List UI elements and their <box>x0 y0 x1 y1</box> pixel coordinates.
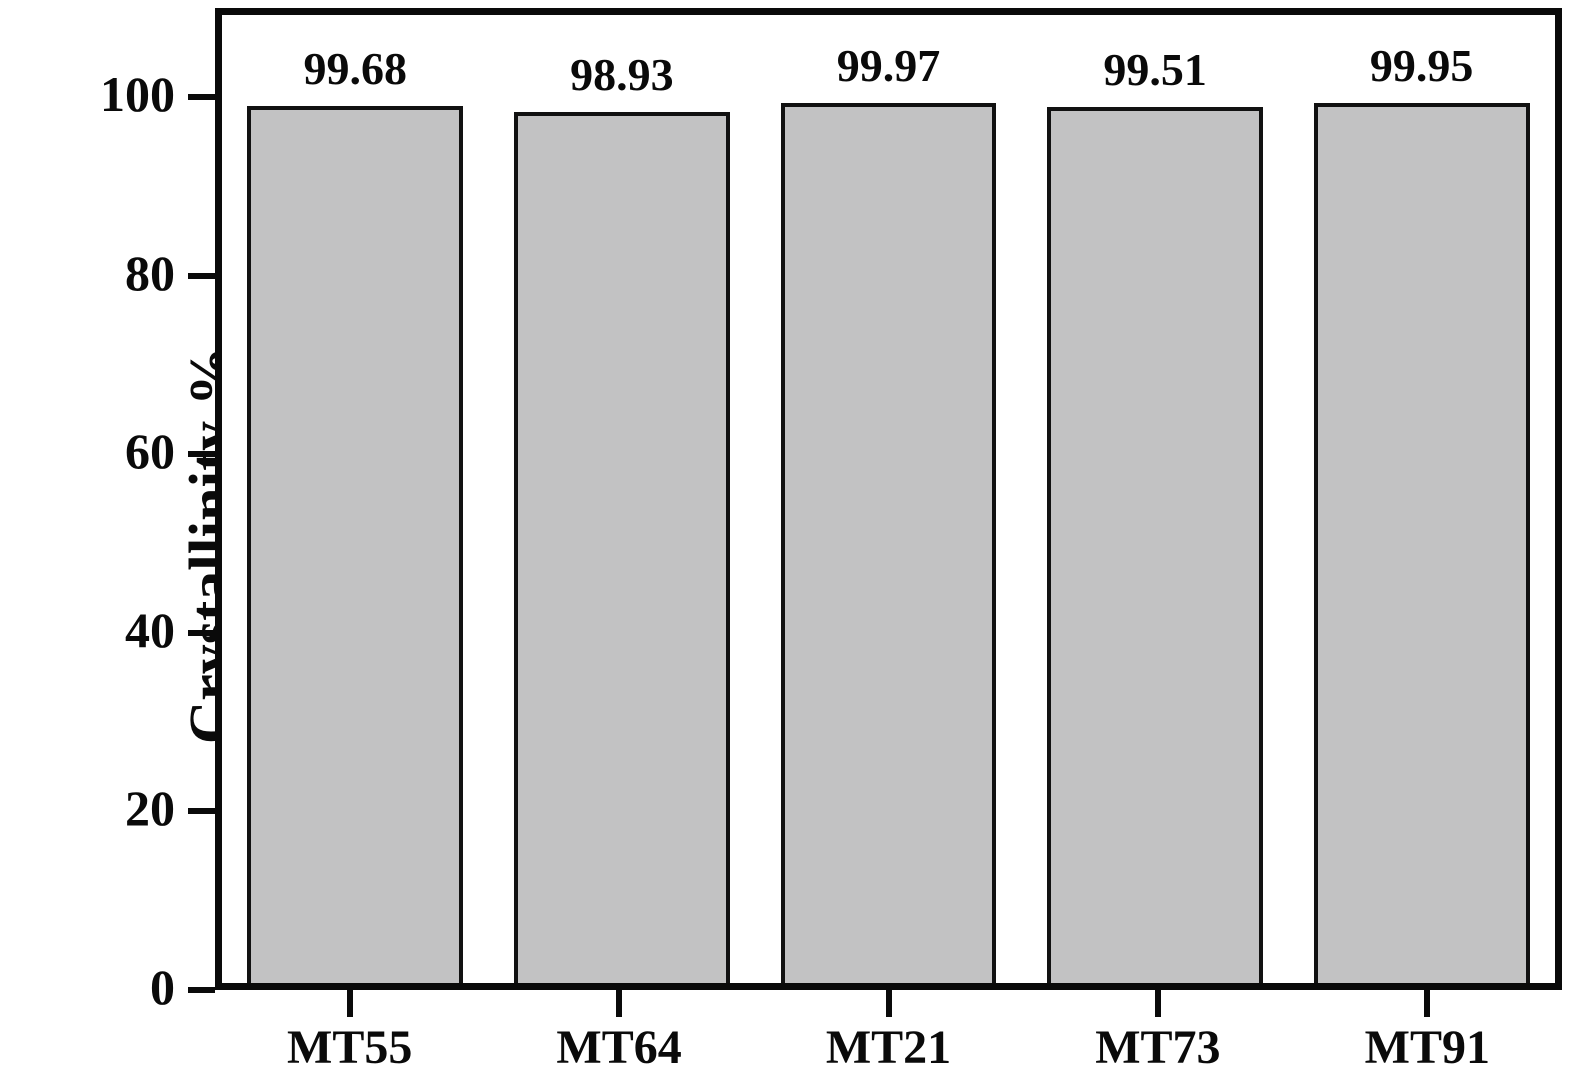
y-tick-label: 40 <box>125 601 175 658</box>
x-tick <box>346 990 353 1017</box>
y-tick-label: 60 <box>125 423 175 480</box>
bar-value-label: 99.51 <box>1103 44 1207 96</box>
x-category-label: MT21 <box>825 1021 952 1074</box>
bar <box>1313 103 1530 983</box>
x-category-label: MT55 <box>287 1021 413 1074</box>
y-tick-label: 100 <box>100 66 175 123</box>
bar <box>513 112 730 983</box>
bar-value-label: 98.93 <box>570 49 674 101</box>
bar-slot: 98.93 <box>489 15 756 983</box>
plot-area: 99.68 98.93 99.97 99.51 99.95 <box>215 8 1562 990</box>
bar-slot: 99.51 <box>1022 15 1289 983</box>
x-tick <box>1424 990 1431 1017</box>
y-tick <box>188 808 215 815</box>
x-category-label: MT91 <box>1364 1021 1490 1074</box>
bar-slot: 99.68 <box>222 15 489 983</box>
y-tick <box>188 272 215 279</box>
bar-value-label: 99.95 <box>1369 40 1474 92</box>
y-tick <box>188 987 215 993</box>
bar <box>1047 107 1264 983</box>
y-tick <box>188 451 215 458</box>
bar-value-label: 99.68 <box>303 42 408 94</box>
y-tick-label: 0 <box>150 959 175 1015</box>
bar-slot: 99.97 <box>755 15 1022 983</box>
y-tick-label: 20 <box>125 780 175 837</box>
x-category-label: MT64 <box>556 1021 682 1074</box>
y-tick <box>188 629 215 636</box>
bar <box>247 105 464 983</box>
bars-container: 99.68 98.93 99.97 99.51 99.95 <box>222 15 1555 983</box>
bar-slot: 99.95 <box>1288 15 1555 983</box>
x-category-label: MT73 <box>1095 1021 1221 1074</box>
y-axis: 0 20 40 60 80 100 <box>0 8 215 1012</box>
x-tick <box>1154 990 1161 1017</box>
bar <box>780 103 997 983</box>
x-axis: MT55 MT64 MT21 MT73 MT91 <box>215 990 1562 1085</box>
y-tick <box>188 94 215 101</box>
y-tick-label: 80 <box>125 244 175 301</box>
x-tick <box>616 990 623 1017</box>
x-tick <box>885 990 892 1017</box>
bar-value-label: 99.97 <box>836 40 941 92</box>
